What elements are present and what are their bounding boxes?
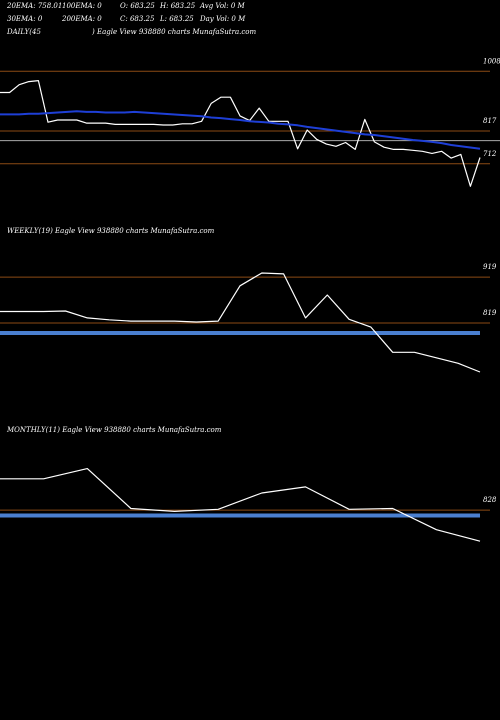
weekly-tick-label: 919 — [483, 263, 497, 271]
monthly-price-line — [0, 468, 481, 542]
avg-vol-label: Avg Vol: 0 M — [200, 2, 245, 10]
ema20-label: 20EMA: 758.01 — [7, 2, 63, 10]
daily-tick-label: 1008 — [483, 57, 500, 65]
daily-tick-label: 712 — [483, 150, 497, 158]
monthly-panel-title: MONTHLY(11) Eagle View 938880 charts Mun… — [7, 426, 222, 434]
daily-panel-brand: ) Eagle View 938880 charts MunafaSutra.c… — [92, 28, 257, 36]
ema30-label: 30EMA: 0 — [7, 15, 43, 23]
day-vol-label: Day Vol: 0 M — [200, 15, 246, 23]
low-label: L: 683.25 — [160, 15, 194, 23]
daily-ema-line — [0, 110, 481, 150]
open-label: O: 683.25 — [120, 2, 155, 10]
daily-tick-label: 817 — [483, 117, 497, 125]
monthly-tick-label: 828 — [483, 496, 497, 504]
weekly-price-line — [0, 272, 481, 373]
close-label: C: 683.25 — [120, 15, 155, 23]
high-label: H: 683.25 — [160, 2, 196, 10]
weekly-panel-title: WEEKLY(19) Eagle View 938880 charts Muna… — [7, 227, 215, 235]
daily-panel-title: DAILY(45 — [7, 28, 41, 36]
daily-price-line — [0, 79, 481, 187]
weekly-tick-label: 819 — [483, 309, 497, 317]
ema200-label: 200EMA: 0 — [62, 15, 102, 23]
ema100-label: 100EMA: 0 — [62, 2, 102, 10]
